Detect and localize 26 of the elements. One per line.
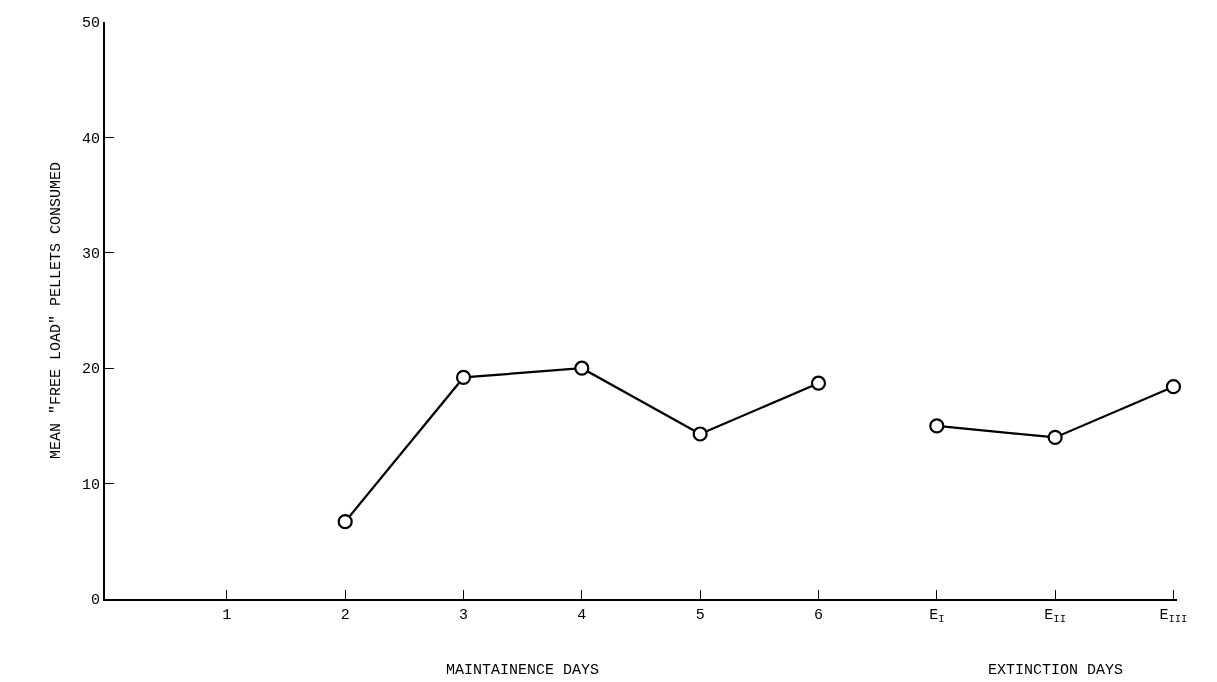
x-tick-label: 5 [695, 607, 705, 624]
x-tick-label: 3 [459, 607, 469, 624]
point [692, 426, 708, 442]
y-tick-label: 0 [90, 592, 100, 610]
point [574, 360, 590, 376]
text: EXTINCTION DAYS [988, 662, 1124, 679]
point [337, 514, 353, 530]
y-tick-label: 30 [81, 246, 100, 264]
x-tick-label: 4 [577, 607, 587, 624]
y-tick-label: 20 [81, 361, 100, 379]
y-tick-label: 40 [81, 130, 100, 148]
y-tick-label: 50 [81, 15, 100, 33]
x-tick-label: 1 [222, 607, 232, 624]
y-axis-title: MEAN "FREE LOAD" PELLETS CONSUMED [47, 161, 65, 460]
point [455, 369, 472, 386]
point [810, 375, 827, 391]
x-tick-label: E$_{III}$ [1159, 607, 1188, 626]
x-tick-label: E$_{II}$ [1044, 607, 1066, 626]
x-axis-title: MAINTAINENCE DAYS [446, 662, 600, 679]
point [1047, 429, 1063, 446]
point [1165, 379, 1182, 395]
y-tick-label: 10 [81, 476, 100, 494]
x-tick-label: 6 [813, 607, 823, 624]
point [929, 418, 945, 434]
x-tick-label: 2 [340, 607, 350, 624]
x-tick-label: E$_{I}$ [929, 607, 945, 626]
